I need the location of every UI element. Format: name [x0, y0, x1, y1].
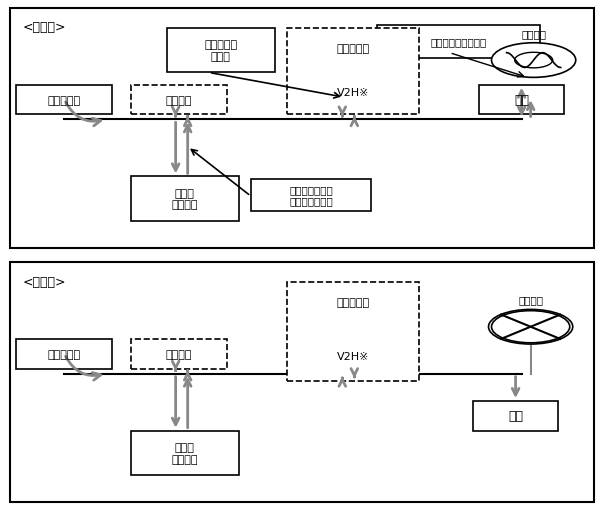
- Text: 太陽光発電: 太陽光発電: [48, 96, 81, 105]
- Bar: [251, 180, 371, 212]
- Bar: [167, 29, 275, 73]
- Bar: [287, 282, 419, 381]
- Bar: [287, 29, 419, 115]
- Text: 電気自動車
充電時: 電気自動車 充電時: [204, 40, 237, 62]
- Text: 蓄電池
制御機器: 蓄電池 制御機器: [171, 442, 198, 464]
- Text: 系統電力: 系統電力: [521, 29, 546, 39]
- Text: V2H※: V2H※: [337, 352, 369, 362]
- Text: 電気自動車: 電気自動車: [337, 44, 370, 53]
- Circle shape: [489, 310, 573, 345]
- Bar: [377, 26, 540, 59]
- Text: V2H※: V2H※: [337, 88, 369, 98]
- Text: 負荷＜発電量の場合: 負荷＜発電量の場合: [430, 38, 487, 47]
- Text: 負荷: 負荷: [508, 409, 523, 422]
- Bar: [473, 401, 558, 431]
- Text: <平常時>: <平常時>: [22, 21, 66, 35]
- Circle shape: [492, 44, 576, 78]
- Text: <停電時>: <停電時>: [22, 275, 66, 288]
- Text: 系統電力: 系統電力: [518, 295, 543, 305]
- Bar: [131, 340, 227, 369]
- Text: ピークカット・
ピークシフト時: ピークカット・ ピークシフト時: [289, 185, 333, 206]
- Bar: [16, 86, 112, 115]
- Text: 風力発電: 風力発電: [165, 96, 192, 105]
- Bar: [479, 86, 564, 115]
- Bar: [131, 177, 239, 221]
- Bar: [131, 86, 227, 115]
- Text: 蓄電池
制御機器: 蓄電池 制御機器: [171, 188, 198, 210]
- Bar: [131, 431, 239, 475]
- Bar: [16, 340, 112, 369]
- Text: 電気自動車: 電気自動車: [337, 297, 370, 307]
- Text: 負荷: 負荷: [514, 94, 529, 107]
- Text: 太陽光発電: 太陽光発電: [48, 349, 81, 359]
- Text: 風力発電: 風力発電: [165, 349, 192, 359]
